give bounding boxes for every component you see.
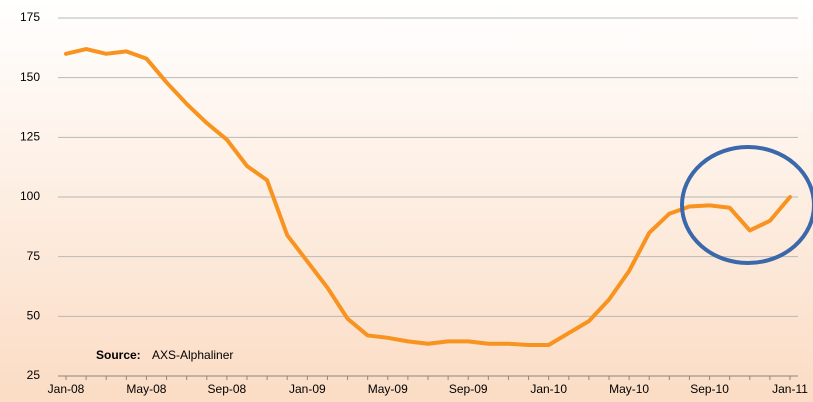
y-tick-label: 75 <box>27 249 41 263</box>
y-tick-label: 100 <box>20 189 40 203</box>
x-tick-label: May-08 <box>126 382 166 396</box>
x-tick-label: Sep-08 <box>208 382 247 396</box>
x-tick-label: May-09 <box>368 382 408 396</box>
y-tick-label: 175 <box>20 10 40 24</box>
x-tick-label: Jan-11 <box>772 382 808 396</box>
source: AXS-Alphaliner <box>152 348 233 362</box>
y-tick-label: 150 <box>20 70 40 84</box>
x-tick-label: Sep-10 <box>690 382 729 396</box>
x-tick-label: May-10 <box>609 382 649 396</box>
x-tick-label: Jan-08 <box>48 382 85 396</box>
y-tick-label: 125 <box>20 130 40 144</box>
y-tick-label: 50 <box>27 309 41 323</box>
data-line <box>64 47 792 347</box>
x-tick-label: Jan-09 <box>289 382 326 396</box>
source-label: Source: <box>96 348 141 362</box>
y-tick-label: 25 <box>27 368 41 382</box>
plot-area: 25 50 75 100 125 150 175 Jan-08 May-08 Sep-08 Jan-… <box>20 10 808 396</box>
x-tick-label: Sep-09 <box>449 382 488 396</box>
x-tick-label: Jan-10 <box>530 382 567 396</box>
highlight-circle <box>680 145 813 265</box>
